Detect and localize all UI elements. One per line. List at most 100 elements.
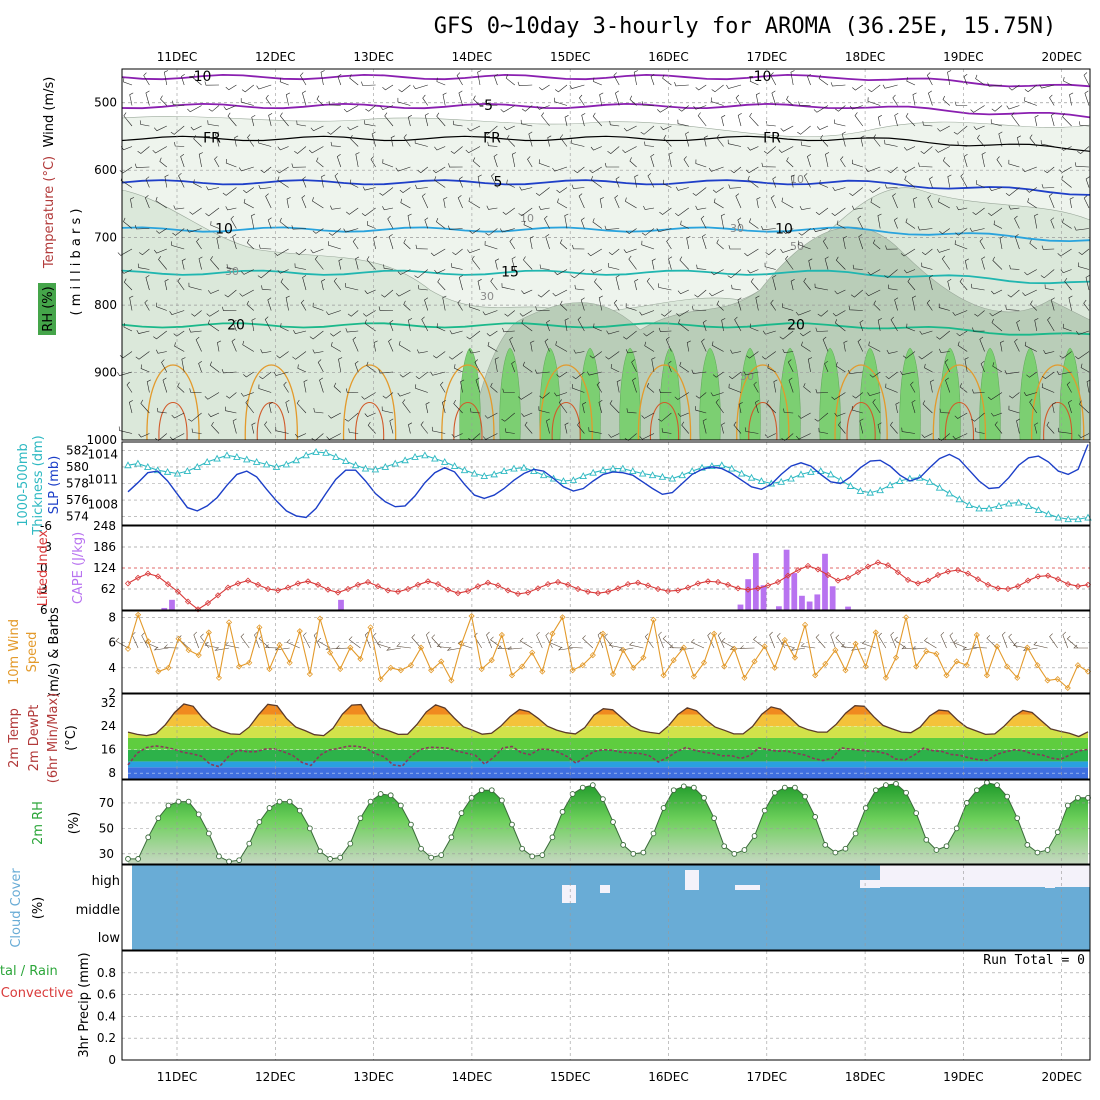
wind-barb xyxy=(373,340,378,352)
wind-barb xyxy=(1041,383,1055,393)
y-tick-label: -3 xyxy=(40,540,52,554)
wind-barb xyxy=(564,115,569,127)
wind-barb xyxy=(593,323,602,332)
wind-barb xyxy=(728,184,742,189)
wind-barb xyxy=(807,154,811,168)
wind-barb xyxy=(1060,269,1072,274)
wind-barb xyxy=(453,399,463,414)
wind-barb xyxy=(790,174,795,188)
wind-barb xyxy=(382,84,394,91)
wind-barb xyxy=(279,112,289,127)
cape-bar xyxy=(822,553,828,610)
wind-barb xyxy=(280,323,289,332)
wind-barb xyxy=(975,74,985,86)
wind-barb xyxy=(930,379,935,393)
wind-barb xyxy=(815,327,829,332)
wind-barb xyxy=(851,159,863,168)
lifted-index-marker xyxy=(544,581,552,588)
wind-barb xyxy=(547,135,552,147)
lifted-index-marker xyxy=(984,581,992,588)
wind-barb xyxy=(1057,248,1072,257)
panel-frame xyxy=(121,68,1091,441)
wind-barb xyxy=(475,377,481,393)
wind-barb xyxy=(988,207,1003,216)
wind-barb xyxy=(764,262,776,270)
wind-barb xyxy=(527,156,533,168)
y-tick-label: 24 xyxy=(101,719,116,733)
wind-barb xyxy=(753,381,759,393)
wind-barb xyxy=(1080,363,1090,373)
wind-barb xyxy=(641,412,655,419)
lifted-index-marker xyxy=(424,578,432,585)
wind-barb xyxy=(935,146,950,153)
lifted-index-marker xyxy=(164,581,172,588)
wind-speed-marker xyxy=(700,659,708,666)
surface-heating-contour xyxy=(736,364,790,441)
wind-speed-marker xyxy=(640,654,647,661)
wind-barb xyxy=(928,90,933,106)
wind-speed-marker xyxy=(741,674,748,681)
wind-barb xyxy=(311,433,324,441)
wind-barb xyxy=(468,433,481,441)
wind-barb xyxy=(317,359,324,373)
wind-barb xyxy=(511,256,516,270)
wind-barb xyxy=(987,82,1003,87)
wind-barb xyxy=(761,162,776,168)
lifted-index-marker xyxy=(974,576,982,583)
wind-barb xyxy=(755,400,759,414)
rh-marker xyxy=(994,782,1000,788)
wind-barb xyxy=(436,77,446,86)
wind-barb xyxy=(259,371,272,380)
wind-barb xyxy=(749,218,759,229)
x-tick-label-bottom: 20DEC xyxy=(1041,1070,1081,1084)
y-tick-label: 0.6 xyxy=(97,988,116,1002)
panels-layer: 11DEC11DEC12DEC12DEC13DEC13DEC14DEC14DEC… xyxy=(0,50,1092,1084)
panel-frame xyxy=(121,441,1091,526)
wind-barb xyxy=(265,193,272,209)
thickness-marker xyxy=(450,462,459,470)
y-tick-label: 1008 xyxy=(87,497,118,511)
wind-barb xyxy=(892,94,898,106)
wind-barb xyxy=(361,392,376,400)
wind-barb xyxy=(558,399,568,414)
wind-speed-marker xyxy=(124,645,132,652)
wind-barb xyxy=(317,637,331,649)
wind-barb xyxy=(713,198,724,209)
wind-barb xyxy=(803,383,811,393)
thickness-marker xyxy=(539,471,548,479)
wind-barb xyxy=(735,94,742,106)
temperature-contour-label: 20 xyxy=(787,317,805,333)
wind-speed-marker xyxy=(579,662,586,669)
wind-barb xyxy=(928,275,933,291)
thickness-marker xyxy=(935,483,944,491)
x-tick-label-bottom: 11DEC xyxy=(157,1070,197,1084)
wind-barb xyxy=(947,70,952,86)
wind-barb xyxy=(919,330,933,335)
wind-barb xyxy=(877,115,882,127)
wind-barb xyxy=(227,112,237,127)
y-axis-label: Total / Rain xyxy=(0,964,58,979)
wind-speed-marker xyxy=(347,644,354,651)
wind-barb xyxy=(370,156,376,168)
wind-barb xyxy=(568,644,583,649)
wind-barb xyxy=(1079,121,1090,127)
wind-barb xyxy=(593,77,602,86)
wind-barb xyxy=(939,228,950,235)
wind-barb xyxy=(873,300,881,311)
wind-barb xyxy=(692,187,707,196)
wind-barb xyxy=(539,392,550,399)
cloud-gap xyxy=(935,870,955,875)
wind-barb xyxy=(835,105,846,112)
wind-barb xyxy=(843,340,848,352)
wind-barb xyxy=(963,73,968,86)
wind-barb xyxy=(817,310,829,317)
wind-speed-marker xyxy=(225,619,233,626)
wind-barb xyxy=(572,244,585,250)
wind-barb xyxy=(225,206,237,211)
y-tick-label: 576 xyxy=(66,493,89,507)
wind-barb xyxy=(835,362,846,373)
wind-barb xyxy=(1046,421,1055,434)
wind-barb xyxy=(123,323,133,332)
wind-barb xyxy=(294,146,307,154)
wind-speed-marker xyxy=(1014,674,1021,681)
